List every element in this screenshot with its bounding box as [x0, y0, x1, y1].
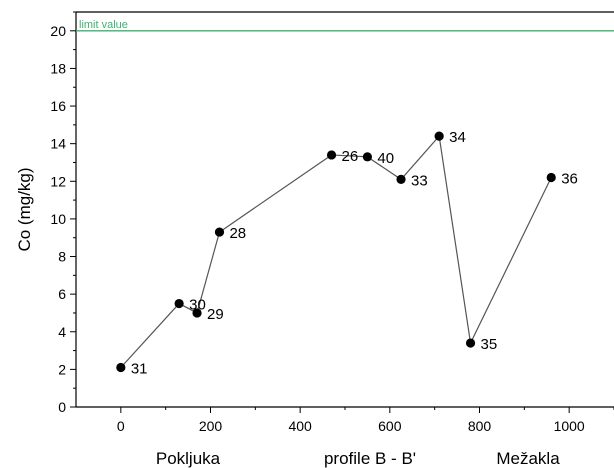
point-label: 31 [131, 361, 148, 378]
x-tick-label: 800 [468, 418, 492, 434]
point-label: 30 [189, 297, 206, 314]
x-tick-label: 600 [378, 418, 402, 434]
y-tick-label: 18 [50, 60, 66, 76]
x-axis: 0 200 400 600 800 1000 [117, 407, 614, 434]
data-point [116, 362, 126, 373]
y-tick-label: 8 [58, 249, 66, 265]
x-category-label: Mežakla [496, 449, 560, 468]
x-category-label: profile B - B' [324, 449, 416, 468]
data-point [214, 227, 225, 237]
data-point [546, 172, 556, 183]
point-label: 26 [342, 148, 359, 165]
data-point [174, 298, 184, 309]
data-point [434, 131, 444, 141]
point-label: 35 [481, 336, 498, 353]
point-label: 29 [207, 306, 224, 323]
data-point [465, 338, 476, 348]
point-label: 34 [449, 129, 466, 146]
data-point [396, 174, 406, 185]
x-tick-label: 0 [117, 418, 125, 434]
data-point [326, 150, 337, 160]
y-tick-label: 20 [50, 23, 66, 39]
x-tick-label: 1000 [554, 418, 585, 434]
data-point [362, 152, 373, 162]
point-label: 33 [411, 172, 428, 189]
y-tick-label: 2 [58, 361, 66, 377]
limit-line-group: limit value [76, 19, 614, 32]
series-line [120, 134, 552, 368]
point-label: 36 [561, 171, 578, 188]
y-tick-label: 12 [50, 173, 66, 189]
y-axis-title: Co (mg/kg) [15, 167, 34, 251]
x-tick-label: 200 [199, 418, 223, 434]
plot-frame [75, 11, 614, 408]
point-label: 28 [229, 225, 246, 242]
series-lines [120, 134, 552, 368]
point-label: 40 [377, 150, 394, 167]
x-tick-label: 400 [288, 418, 312, 434]
y-tick-label: 14 [50, 136, 66, 152]
y-tick-label: 0 [58, 399, 66, 415]
x-category-label: Pokljuka [156, 449, 221, 468]
data-point [192, 308, 202, 318]
y-axis: 0 2 4 6 8 10 12 14 16 18 20 [50, 11, 76, 415]
y-tick-label: 4 [58, 324, 66, 340]
series-points [116, 131, 556, 373]
y-tick-label: 16 [50, 98, 66, 114]
x-category-labels: Pokljuka profile B - B' Mežakla [156, 449, 560, 468]
limit-label: limit value [79, 19, 128, 31]
y-tick-label: 6 [58, 286, 66, 302]
y-tick-label: 10 [50, 211, 66, 227]
